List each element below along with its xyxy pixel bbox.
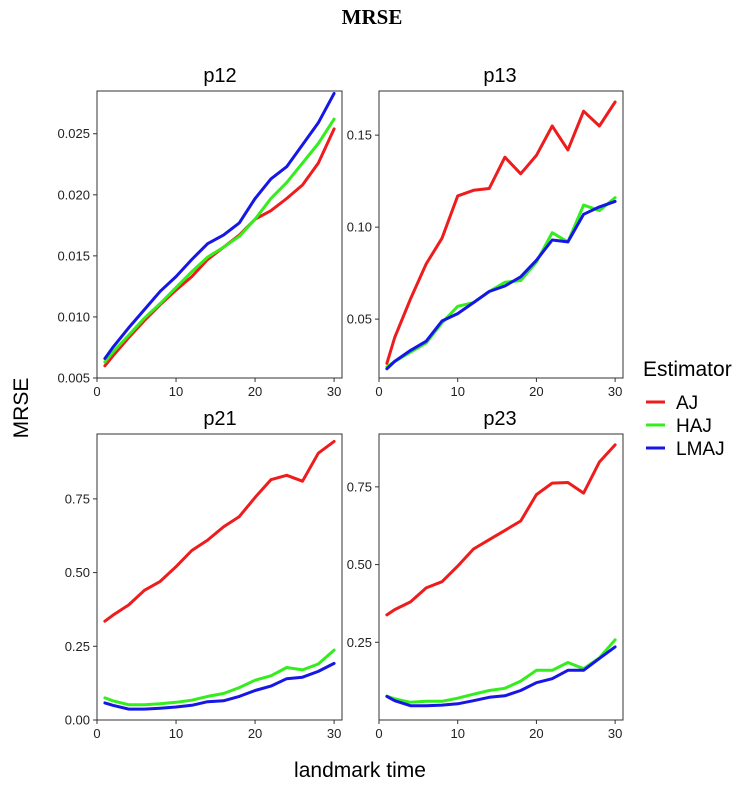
panel-frame [378,433,624,721]
y-tick-label: 0.50 [347,557,372,572]
panel-p12: p12 0.005 0.010 0.015 0.020 0.025 0 10 20 30 [57,65,343,399]
x-tick-label: 0 [93,726,100,741]
y-tick-label: 0.015 [57,248,90,263]
y-tick-label: 0.15 [347,128,372,143]
panel-title: p12 [203,65,236,87]
legend-label-haj: HAJ [676,416,712,437]
legend-title: Estimator [643,358,732,381]
series-line-lmaj [385,199,617,371]
y-tick-label: 0.05 [347,312,372,327]
panel-frame [378,90,624,379]
panel-frame [96,90,343,379]
panel-p23: p23 0.25 0.50 0.75 0 10 20 30 [347,408,624,741]
x-tick-label: 0 [375,726,382,741]
legend-label-aj: AJ [676,393,698,414]
y-tick-label: 0.025 [57,126,90,141]
series-line-haj [385,638,617,704]
x-axis-label: landmark time [294,759,426,782]
series-line-haj [103,648,336,707]
y-tick-label: 0.020 [57,187,90,202]
y-tick-label: 0.75 [65,491,90,506]
panel-title: p13 [483,65,516,87]
x-tick-label: 0 [375,384,382,399]
series-line-haj [103,117,336,364]
x-tick-label: 20 [248,384,262,399]
y-axis-label: MRSE [10,378,33,439]
y-tick-label: 0.75 [347,479,372,494]
series-line-haj [385,196,617,369]
y-tick-label: 0.10 [347,220,372,235]
y-tick-label: 0.010 [57,309,90,324]
panel-title: p23 [483,408,516,430]
x-tick-label: 30 [327,726,341,741]
series-line-aj [103,439,336,623]
series-line-aj [385,443,617,617]
x-tick-label: 20 [248,726,262,741]
figure-title: MRSE [342,5,403,29]
legend: Estimator AJ HAJ LMAJ [643,358,732,460]
y-tick-label: 0.005 [57,371,90,386]
series-line-lmaj [103,661,336,711]
series-line-lmaj [103,91,336,360]
panel-p13: p13 0.05 0.10 0.15 0 10 20 30 [347,65,624,399]
x-tick-label: 10 [169,726,183,741]
panel-p21: p21 0.00 0.25 0.50 0.75 0 10 20 30 [65,408,343,741]
x-tick-label: 10 [450,384,464,399]
y-tick-label: 0.50 [65,565,90,580]
y-tick-label: 0.00 [65,713,90,728]
x-tick-label: 10 [169,384,183,399]
y-tick-label: 0.25 [65,639,90,654]
series-line-lmaj [385,645,617,708]
panel-frame [96,433,343,721]
x-tick-label: 30 [608,726,622,741]
x-tick-label: 20 [529,384,543,399]
x-tick-label: 20 [529,726,543,741]
x-tick-label: 10 [450,726,464,741]
x-tick-label: 30 [327,384,341,399]
x-tick-label: 0 [93,384,100,399]
x-tick-label: 30 [608,384,622,399]
y-tick-label: 0.25 [347,635,372,650]
legend-label-lmaj: LMAJ [676,439,725,460]
series-line-aj [385,100,617,365]
panel-title: p21 [203,408,236,430]
